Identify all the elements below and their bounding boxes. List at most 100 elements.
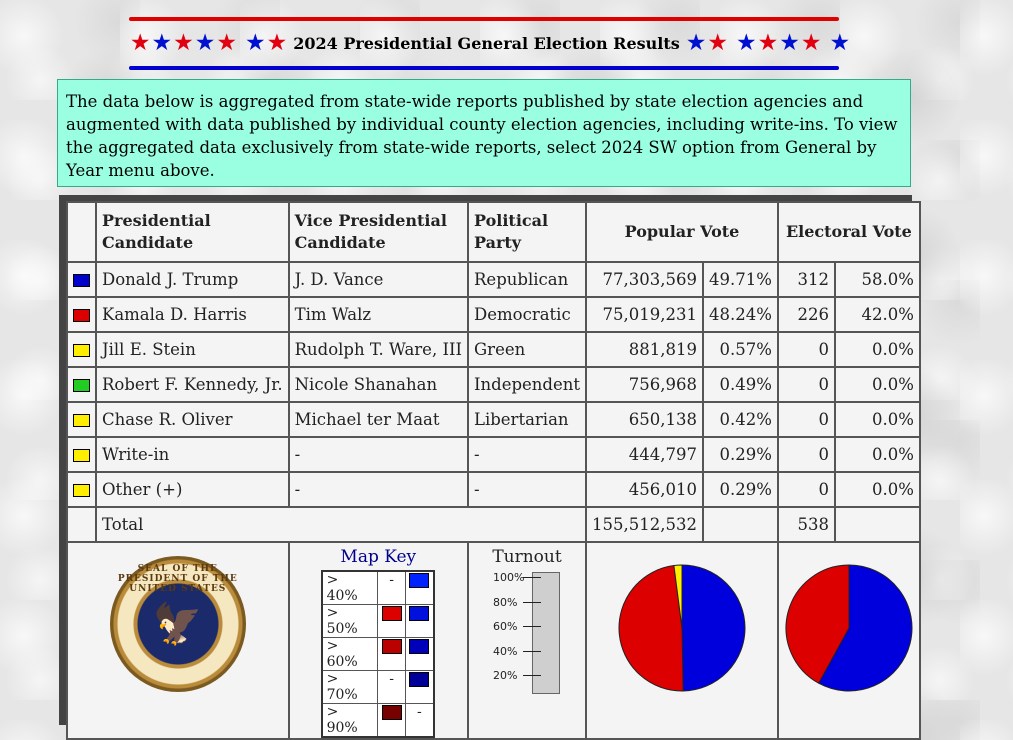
turnout-tick (523, 675, 541, 676)
map-key-dash: - (377, 570, 407, 605)
electoral-pct: 42.0% (836, 298, 919, 331)
eagle-icon: 🦅 (152, 601, 203, 648)
red-star-icon: ★ (216, 29, 237, 56)
popular-votes: 444,797 (587, 438, 702, 471)
turnout-title: Turnout (492, 547, 562, 567)
table-row: Kamala D. Harris Tim Walz Democratic 75,019… (68, 298, 919, 331)
blue-star-icon: ★ (194, 29, 216, 56)
turnout-tick (523, 577, 541, 578)
candidate-name: Other (+) (97, 473, 288, 506)
total-ev: 538 (778, 508, 834, 541)
popular-pct: 0.49% (704, 368, 777, 401)
table-row: Jill E. Stein Rudolph T. Ware, III Green 88… (68, 333, 919, 366)
map-key-label: > 50% (321, 604, 379, 638)
popular-votes: 650,138 (587, 403, 702, 436)
star-gap (823, 32, 829, 55)
turnout-tick-label: 40% (493, 644, 518, 658)
map-key-swatch (405, 637, 435, 671)
vp-name: - (289, 473, 467, 506)
map-key-cell: Map Key > 40% - > 50% > 60% > 70% - > 90% - (289, 543, 467, 738)
presidential-seal-icon: SEAL OF THE PRESIDENT OF THE UNITED STAT… (109, 556, 246, 692)
map-key-swatch (377, 703, 407, 738)
page-title: 2024 Presidential General Election Resul… (293, 33, 680, 53)
header-title-row: ★ ★ ★ ★ ★ ★ ★ 2024 Presidential General Electi… (110, 28, 870, 58)
map-key-label: > 60% (321, 637, 379, 671)
map-key-dash: - (377, 670, 407, 704)
party-color-swatch (68, 298, 95, 331)
candidate-name: Chase R. Oliver (97, 403, 288, 436)
header-red-bar (129, 17, 839, 21)
map-key-row: > 40% - (321, 570, 435, 605)
blue-star-icon: ★ (736, 29, 757, 56)
red-star-icon: ★ (129, 29, 151, 56)
map-key-swatch (377, 637, 407, 671)
map-key-swatch (377, 604, 407, 638)
info-box: The data below is aggregated from state-… (57, 79, 911, 187)
candidate-name: Jill E. Stein (97, 333, 288, 366)
blue-star-icon: ★ (151, 29, 173, 56)
header-blue-bar (129, 66, 839, 70)
map-key-swatch (405, 670, 435, 704)
electoral-votes: 0 (778, 333, 834, 366)
vp-name: Tim Walz (289, 298, 467, 331)
popular-votes: 77,303,569 (587, 263, 702, 296)
electoral-votes: 312 (778, 263, 834, 296)
electoral-votes: 0 (778, 403, 834, 436)
party-color-swatch (68, 473, 95, 506)
candidate-name: Kamala D. Harris (97, 298, 288, 331)
map-key-dash: - (405, 703, 435, 738)
party-color-swatch (68, 403, 95, 436)
total-row: Total 155,512,532 538 (68, 508, 919, 541)
popular-votes: 881,819 (587, 333, 702, 366)
party-color-swatch (68, 438, 95, 471)
electoral-pie-slice-trump (817, 564, 913, 692)
turnout-tick-label: 80% (493, 595, 518, 609)
map-key-title: Map Key (340, 547, 417, 567)
red-star-icon: ★ (800, 29, 822, 56)
popular-pie-slice-harris (618, 564, 684, 692)
header-swatch (68, 203, 95, 261)
map-key-row: > 60% (321, 637, 435, 671)
turnout-tick-label: 60% (493, 620, 518, 633)
party-name: Green (469, 333, 586, 366)
popular-pct: 49.71% (704, 263, 777, 296)
electoral-pct: 0.0% (836, 438, 919, 471)
table-row: Other (+) - -456,010 0.29% 0 0.0% (68, 473, 919, 506)
red-star-icon: ★ (707, 29, 729, 56)
party-name: - (469, 438, 586, 471)
electoral-pct: 0.0% (836, 333, 919, 366)
turnout-cell: Turnout 100% 80% 60% 40% 20% (469, 543, 586, 738)
table-row: Robert F. Kennedy, Jr. Nicole Shanahan Ind… (68, 368, 919, 401)
map-key-label: > 70% (321, 670, 379, 704)
electoral-votes: 226 (778, 298, 834, 331)
popular-pct: 0.29% (704, 473, 777, 506)
turnout-tick-label: 100% (493, 571, 525, 584)
map-key-row: > 50% (321, 604, 435, 638)
header-vp: Vice Presidential Candidate (289, 203, 467, 261)
candidate-name: Donald J. Trump (97, 263, 288, 296)
results-table: Presidential Candidate Vice Presidential… (66, 201, 921, 740)
vp-name: Michael ter Maat (289, 403, 467, 436)
popular-pie-cell (587, 543, 777, 738)
stars-right: ★ ★ ★ ★ ★ ★ ★ (686, 29, 850, 56)
turnout-tick (523, 650, 541, 652)
map-key-swatch (405, 604, 435, 638)
candidate-name: Write-in (97, 438, 288, 471)
header-party: Political Party (469, 203, 586, 261)
red-star-icon: ★ (757, 29, 779, 56)
party-name: Libertarian (469, 403, 586, 436)
header-electoral-vote: Electoral Vote (778, 203, 919, 261)
electoral-votes: 0 (778, 368, 834, 401)
map-key-row: > 70% - (321, 670, 435, 704)
star-gap (238, 32, 244, 55)
popular-vote-pie-chart (618, 564, 746, 692)
stars-left: ★ ★ ★ ★ ★ ★ ★ (129, 29, 287, 56)
blue-star-icon: ★ (244, 29, 266, 56)
table-row: Chase R. Oliver Michael ter Maat Libertari… (68, 403, 919, 436)
party-name: Independent (469, 368, 586, 401)
electoral-votes: 0 (778, 473, 834, 506)
blue-star-icon: ★ (779, 29, 800, 56)
party-color-swatch (68, 368, 95, 401)
electoral-pie-cell (778, 543, 919, 738)
popular-votes: 75,019,231 (587, 298, 702, 331)
